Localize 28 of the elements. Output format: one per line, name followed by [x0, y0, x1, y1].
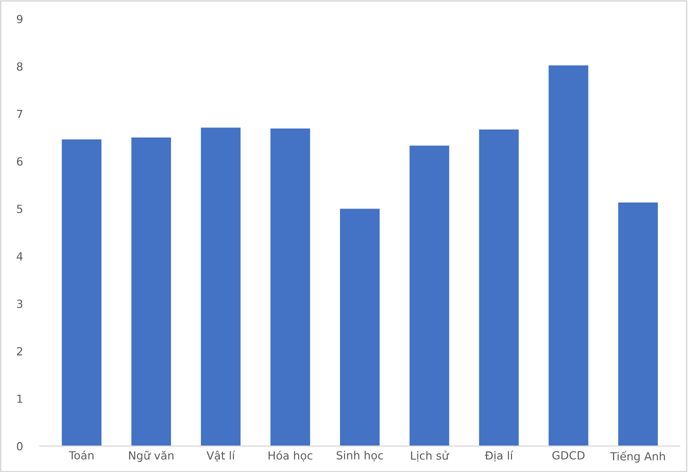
y-tick-label: 4 [16, 252, 23, 260]
bar [340, 208, 380, 446]
x-tick-label: GDCD [552, 451, 585, 460]
x-tick-label: Toán [68, 450, 94, 460]
x-tick-label: Vật lí [206, 450, 236, 462]
y-tick-label: 6 [16, 157, 23, 166]
y-tick-label: 5 [17, 204, 22, 214]
x-tick-label: Ngữ văn [129, 450, 174, 462]
x-tick-label: Sinh học [336, 450, 383, 462]
y-tick-label: 7 [17, 110, 22, 118]
y-tick-label: 0 [16, 442, 22, 450]
bar [410, 146, 450, 446]
bar [270, 128, 310, 446]
y-tick-label: 2 [16, 347, 22, 356]
x-tick-label: Hóa học [268, 450, 312, 462]
x-tick-label: Tiếng Anh [610, 450, 665, 463]
bar [548, 65, 588, 446]
y-tick-label: 8 [16, 62, 22, 71]
x-tick-label: Địa lí [484, 450, 514, 462]
y-tick-label: 3 [17, 300, 22, 308]
y-tick-label: 1 [17, 394, 22, 403]
bar [62, 139, 102, 446]
bar [618, 202, 658, 446]
bar [479, 129, 519, 446]
bar [131, 138, 171, 446]
bar [200, 128, 241, 446]
y-tick-label: 9 [16, 14, 22, 24]
x-tick-label: Lịch sử [411, 450, 450, 462]
